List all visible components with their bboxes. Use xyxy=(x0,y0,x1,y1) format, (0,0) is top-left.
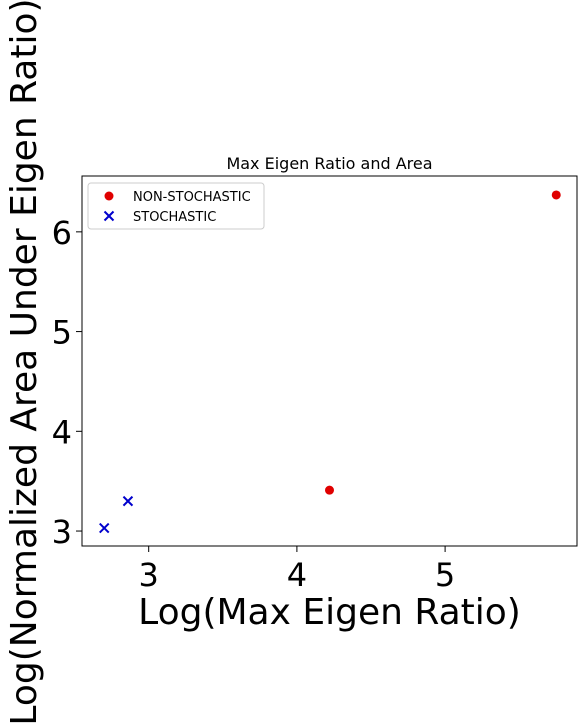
data-point-x-stroke xyxy=(122,495,134,507)
x-tick-label: 5 xyxy=(435,556,455,594)
data-point-x-stroke xyxy=(99,522,110,534)
x-tick-label: 4 xyxy=(287,556,307,594)
legend-marker xyxy=(104,191,114,201)
data-point-circle xyxy=(551,190,561,200)
legend-label: NON-STOCHASTIC xyxy=(133,190,251,205)
data-point-x xyxy=(99,522,110,534)
legend-box xyxy=(87,182,265,230)
legend-label: STOCHASTIC xyxy=(133,210,216,225)
data-point-x xyxy=(122,495,134,507)
y-tick-label: 5 xyxy=(52,314,72,352)
chart-title: Max Eigen Ratio and Area xyxy=(226,154,432,173)
legend-marker-stroke xyxy=(103,210,115,222)
y-tick-label: 6 xyxy=(52,214,72,252)
x-axis-label: Log(Max Eigen Ratio) xyxy=(138,592,521,633)
x-tick-label: 3 xyxy=(139,556,159,594)
y-tick-label: 4 xyxy=(52,413,72,451)
data-point-circle xyxy=(325,485,334,495)
legend: NON-STOCHASTIC STOCHASTIC xyxy=(87,182,265,230)
plot-area: 3 4 5 3 4 5 6 xyxy=(52,175,578,594)
plot-frame xyxy=(81,175,578,547)
y-tick-label: 3 xyxy=(52,513,72,551)
legend-marker xyxy=(103,210,115,222)
y-axis-label: Log(Normalized Area Under Eigen Ratio) xyxy=(4,0,45,723)
